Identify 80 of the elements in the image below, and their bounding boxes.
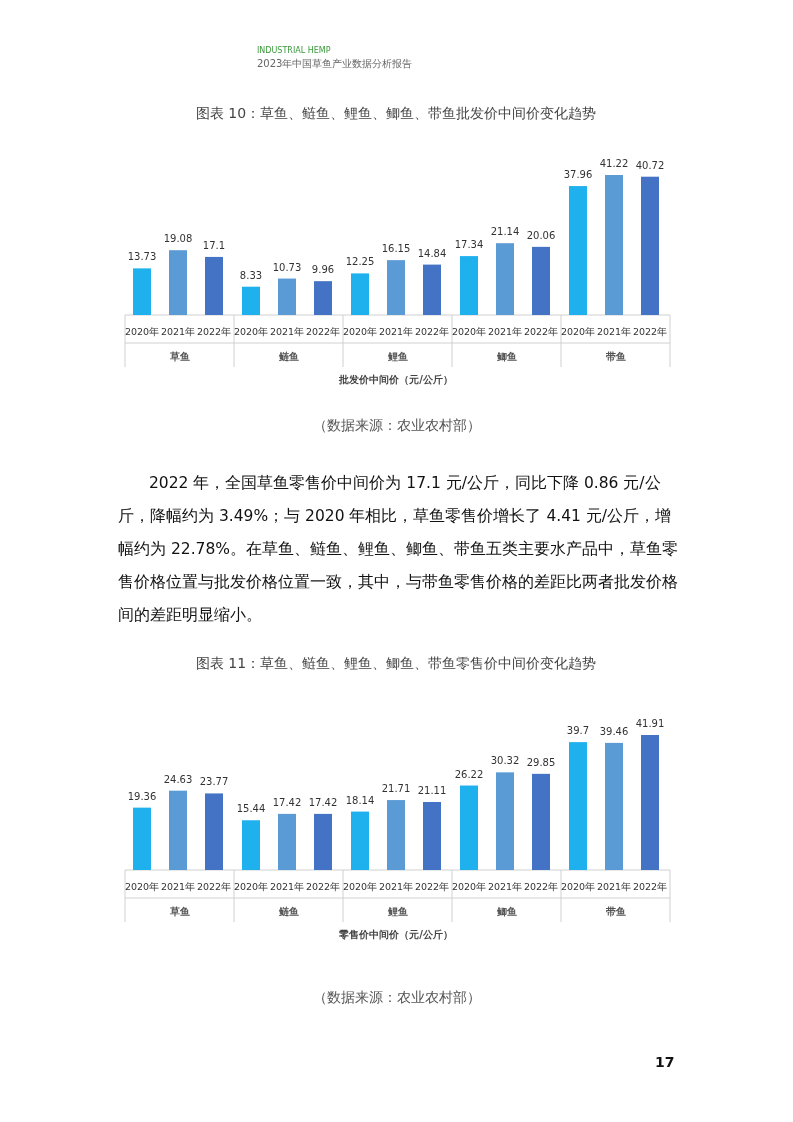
x-tick-label: 鲤鱼 (386, 906, 408, 917)
text: 2020年 (560, 326, 596, 337)
series-label: 2022年 (305, 881, 341, 892)
data-label: 21.71 (381, 783, 411, 795)
data-label: 17.1 (202, 239, 226, 251)
series-label: 2021年 (269, 326, 305, 337)
text: 2022年 (414, 326, 450, 337)
x-tick-label: 带鱼 (605, 351, 626, 362)
text: INDUSTRIAL HEMP (257, 46, 331, 55)
data-label: 9.96 (311, 264, 335, 276)
x-tick-label: 草鱼 (168, 351, 190, 362)
data-label: 26.22 (454, 768, 484, 780)
text: 2021年 (160, 881, 196, 892)
text: 2021年 (487, 881, 523, 892)
text: 2020年 (451, 326, 487, 337)
text: 2022年 (196, 881, 232, 892)
text: 2022年 (196, 326, 232, 337)
text: 2022年 (632, 881, 668, 892)
data-label: 21.11 (417, 785, 447, 796)
x-tick-label: 鲫鱼 (495, 906, 517, 917)
x-axis-title: 零售价中间价（元/公斤） (338, 929, 453, 940)
data-label: 14.84 (417, 247, 447, 259)
data-label: 17.42 (272, 796, 302, 808)
series-label: 2020年 (233, 326, 269, 337)
data-label: 12.25 (345, 256, 375, 268)
text: 2022年 (523, 881, 559, 892)
text: 17 (655, 1054, 675, 1070)
x-axis-title: 批发价中间价（元/公斤） (338, 374, 453, 385)
data-label: 20.06 (526, 229, 556, 241)
chart-title: 图表 11：草鱼、鲢鱼、鲤鱼、鲫鱼、带鱼零售价中间价变化趋势 (195, 655, 597, 671)
data-label: 10.73 (272, 261, 302, 273)
x-tick-label: 鲢鱼 (277, 351, 299, 362)
data-label: 21.14 (490, 226, 520, 238)
data-label: 29.85 (526, 756, 556, 768)
series-label: 2022年 (305, 326, 341, 337)
text: 2020年 (124, 326, 160, 337)
data-label: 30.32 (490, 755, 520, 767)
text: 2020年 (451, 881, 487, 892)
data-label: 16.15 (381, 243, 411, 255)
text: （数据来源：农业农村部） (311, 417, 482, 435)
x-tick-label: 鲤鱼 (386, 351, 408, 362)
text: 2022年 (414, 881, 450, 892)
data-label: 17.42 (308, 796, 338, 808)
data-label: 41.22 (599, 158, 629, 169)
data-label: 18.14 (345, 794, 375, 806)
text: 2020年 (124, 881, 160, 892)
data-label: 19.36 (127, 790, 157, 802)
data-label: 17.34 (454, 239, 484, 251)
x-tick-label: 鲫鱼 (495, 351, 517, 362)
text: 2022年 (523, 326, 559, 337)
text: 2020年 (560, 881, 596, 892)
data-label: 13.73 (127, 251, 157, 263)
data-label: 15.44 (236, 803, 266, 815)
text: 2021年 (378, 881, 414, 892)
text: 2023年中国草鱼产业数据分析报告 (257, 57, 413, 71)
x-tick-label: 带鱼 (605, 906, 626, 917)
data-label: 39.7 (566, 725, 590, 737)
x-tick-label: 鲢鱼 (277, 906, 299, 917)
text: （数据来源：农业农村部） (311, 989, 482, 1007)
text: 2021年 (596, 326, 632, 337)
chart-title: 图表 10：草鱼、鲢鱼、鲤鱼、鲫鱼、带鱼批发价中间价变化趋势 (195, 105, 597, 121)
x-tick-label: 草鱼 (168, 906, 190, 917)
text: 2021年 (160, 326, 196, 337)
data-label: 40.72 (635, 159, 665, 171)
text: 2020年 (342, 326, 378, 337)
data-label: 39.46 (599, 725, 629, 737)
data-label: 41.91 (635, 718, 665, 729)
text: 2022 年，全国草鱼零售价中间价为 17.1 元/公斤，同比下降 0.86 元/公斤，降幅约为 3.49%；与 2020 年相比，草鱼零售价增长了 4.41 元/公斤，增幅约为 22.78%。在草鱼、鲢鱼、鲤鱼、鲫鱼、带鱼五类主要水产品中，草鱼零售价格位置与批发价格位置一致，其中，与带鱼零售价格的差距比两者批发价格间的差距明显缩小。 (118, 473, 680, 626)
data-label: 37.96 (563, 169, 593, 181)
series-label: 2020年 (233, 881, 269, 892)
text: 2021年 (596, 881, 632, 892)
series-label: 2021年 (269, 881, 305, 892)
data-label: 23.77 (199, 776, 229, 788)
text: 2021年 (378, 326, 414, 337)
text: 2021年 (487, 326, 523, 337)
data-label: 19.08 (163, 233, 193, 245)
data-label: 8.33 (239, 269, 263, 281)
text: 2020年 (342, 881, 378, 892)
text: 2022年 (632, 326, 668, 337)
data-label: 24.63 (163, 773, 193, 785)
